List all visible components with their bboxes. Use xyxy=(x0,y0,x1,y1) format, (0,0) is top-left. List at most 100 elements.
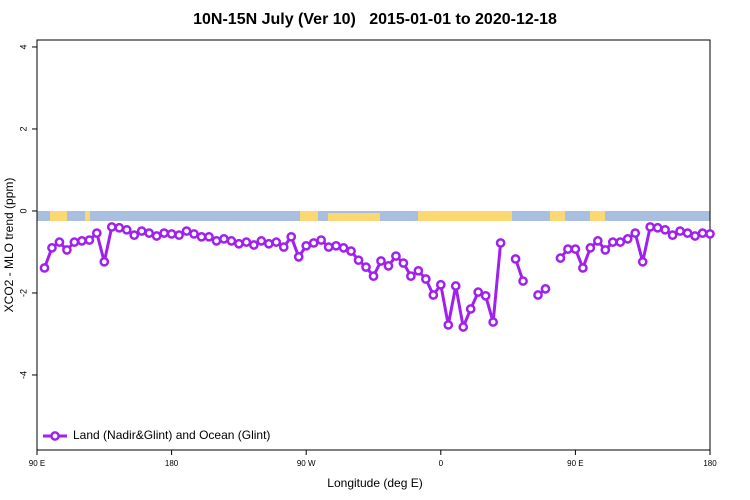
data-point xyxy=(376,256,386,266)
data-point xyxy=(47,243,57,253)
land-band xyxy=(300,211,318,221)
data-point xyxy=(682,228,693,238)
data-point xyxy=(697,228,708,238)
data-point xyxy=(458,322,469,332)
land-band xyxy=(85,211,90,221)
y-tick-label: 0 xyxy=(18,208,28,213)
y-tick-label: 4 xyxy=(18,44,28,49)
data-point xyxy=(518,276,528,286)
data-point xyxy=(630,228,641,238)
data-point xyxy=(54,237,65,247)
data-point xyxy=(219,234,229,244)
data-point xyxy=(645,222,656,232)
data-point xyxy=(114,222,125,233)
data-point xyxy=(159,228,169,238)
data-point xyxy=(622,234,633,244)
x-tick-label: 90 W xyxy=(297,459,316,468)
data-point xyxy=(615,237,626,247)
data-point xyxy=(346,246,356,256)
data-point xyxy=(331,240,341,251)
x-tick-label: 90 E xyxy=(29,459,45,468)
data-point xyxy=(510,254,521,264)
data-point xyxy=(667,230,678,241)
data-point xyxy=(391,251,401,261)
data-point xyxy=(443,320,454,330)
data-point xyxy=(361,262,371,272)
data-point xyxy=(540,284,551,294)
data-point xyxy=(151,231,162,241)
x-tick-label: 0 xyxy=(439,459,444,468)
data-point xyxy=(204,231,214,242)
y-tick-label: 2 xyxy=(18,126,28,131)
data-point xyxy=(69,237,80,247)
data-point xyxy=(480,290,491,301)
data-point xyxy=(465,304,476,314)
data-point xyxy=(592,236,603,246)
data-point xyxy=(675,226,685,236)
data-point xyxy=(91,228,102,238)
data-point xyxy=(398,258,409,268)
data-point xyxy=(420,274,431,284)
data-point xyxy=(121,224,132,235)
data-point xyxy=(555,253,566,263)
data-point xyxy=(106,222,117,232)
data-point xyxy=(99,256,110,267)
land-band xyxy=(418,211,512,221)
data-point xyxy=(286,231,297,242)
data-point xyxy=(570,244,581,254)
data-point xyxy=(196,231,207,242)
data-point xyxy=(600,245,611,255)
data-point xyxy=(563,244,573,254)
legend-swatch-marker xyxy=(50,431,60,441)
data-point xyxy=(301,240,312,251)
data-point xyxy=(383,261,394,271)
data-point xyxy=(211,236,222,246)
data-point xyxy=(263,238,274,249)
x-tick-label: 90 E xyxy=(567,459,583,468)
data-point xyxy=(607,237,618,247)
surface-band xyxy=(37,211,710,221)
data-point xyxy=(533,290,543,300)
land-band xyxy=(590,211,605,221)
data-point xyxy=(278,242,289,252)
data-point xyxy=(308,238,319,248)
data-point xyxy=(450,281,461,291)
data-point xyxy=(256,236,267,246)
data-point xyxy=(585,243,596,253)
data-point xyxy=(637,256,648,267)
data-point xyxy=(705,229,715,239)
data-point xyxy=(368,271,379,282)
land-band xyxy=(50,211,67,221)
data-point xyxy=(338,243,349,253)
data-point xyxy=(660,224,670,235)
land-band xyxy=(550,211,565,221)
data-point xyxy=(241,237,252,247)
data-point xyxy=(428,290,439,300)
chart-title: 10N-15N July (Ver 10) 2015-01-01 to 2020… xyxy=(193,11,557,28)
data-point xyxy=(495,238,506,248)
data-point xyxy=(129,230,140,241)
data-point xyxy=(353,255,364,266)
data-point xyxy=(77,236,87,246)
data-point xyxy=(249,240,259,250)
data-point xyxy=(473,287,484,297)
data-point xyxy=(144,228,155,238)
data-point xyxy=(136,226,147,236)
x-tick-label: 180 xyxy=(165,459,179,468)
data-point xyxy=(406,271,416,282)
data-point xyxy=(316,235,327,245)
data-point xyxy=(690,231,700,241)
data-point xyxy=(39,263,50,273)
data-point xyxy=(166,229,177,239)
data-point xyxy=(652,222,663,233)
y-tick-label: -2 xyxy=(18,289,28,297)
data-point xyxy=(413,265,424,276)
data-point xyxy=(189,229,199,239)
data-point xyxy=(293,252,304,262)
data-point xyxy=(435,279,446,290)
y-tick-label: -4 xyxy=(18,371,28,379)
data-point xyxy=(488,317,498,327)
plot-frame xyxy=(36,39,711,451)
data-point xyxy=(226,236,237,246)
